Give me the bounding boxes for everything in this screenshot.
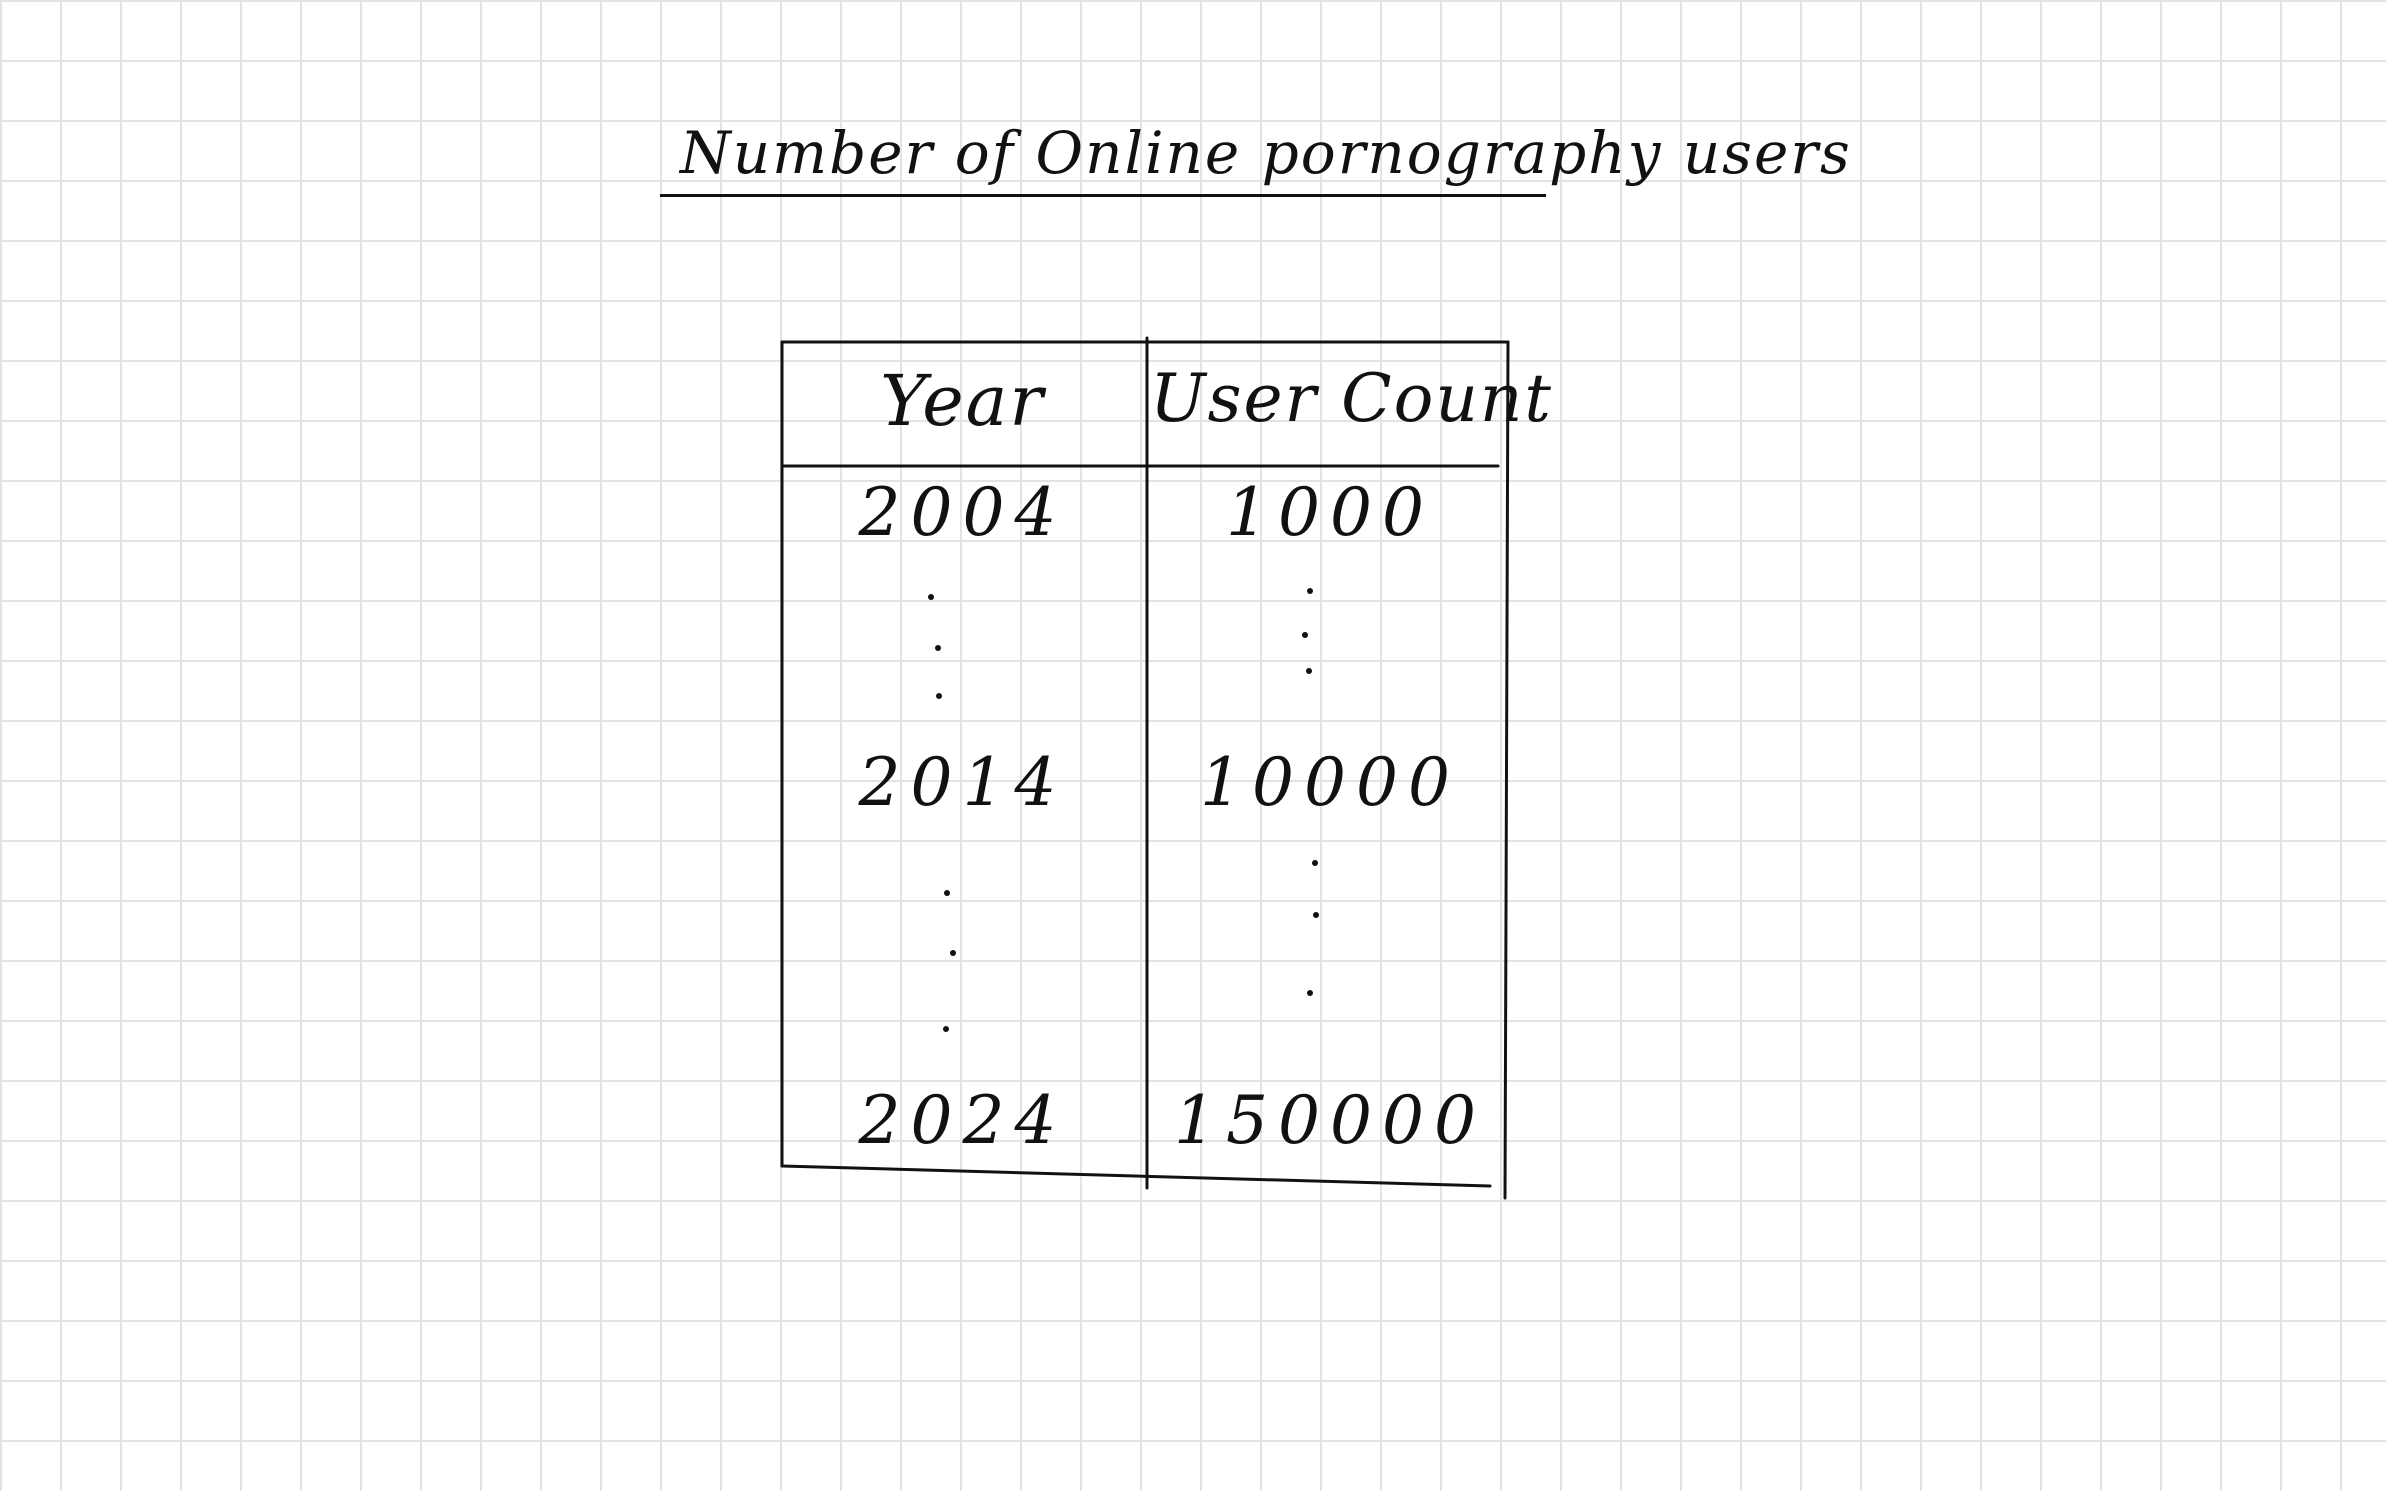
table-row-count: 10000 [1200,744,1460,821]
ellipsis-dot [1307,990,1313,996]
ellipsis-dot [936,693,942,699]
ellipsis-dot [950,950,956,956]
note-title: Number of Online pornography users [680,119,1852,187]
title-underline [660,194,1546,197]
table-row-year: 2024 [858,1082,1067,1159]
ellipsis-dot [935,645,941,651]
ellipsis-dot [1312,860,1318,866]
ellipsis-dot [1313,912,1319,918]
header-user-count: User Count [1150,360,1553,437]
table-right-border [1503,340,1510,1200]
ellipsis-dot [1302,632,1308,638]
ellipsis-dot [944,890,950,896]
ellipsis-dot [943,1026,949,1032]
table-row-year: 2004 [858,474,1067,551]
table-row-count: 150000 [1174,1082,1486,1159]
ellipsis-dot [1307,588,1313,594]
table-row-year: 2014 [858,744,1067,821]
header-year: Year [880,360,1045,442]
ellipsis-dot [928,594,934,600]
ellipsis-dot [1306,668,1312,674]
table-row-count: 1000 [1226,474,1434,551]
table-bottom-border [780,1164,1492,1188]
